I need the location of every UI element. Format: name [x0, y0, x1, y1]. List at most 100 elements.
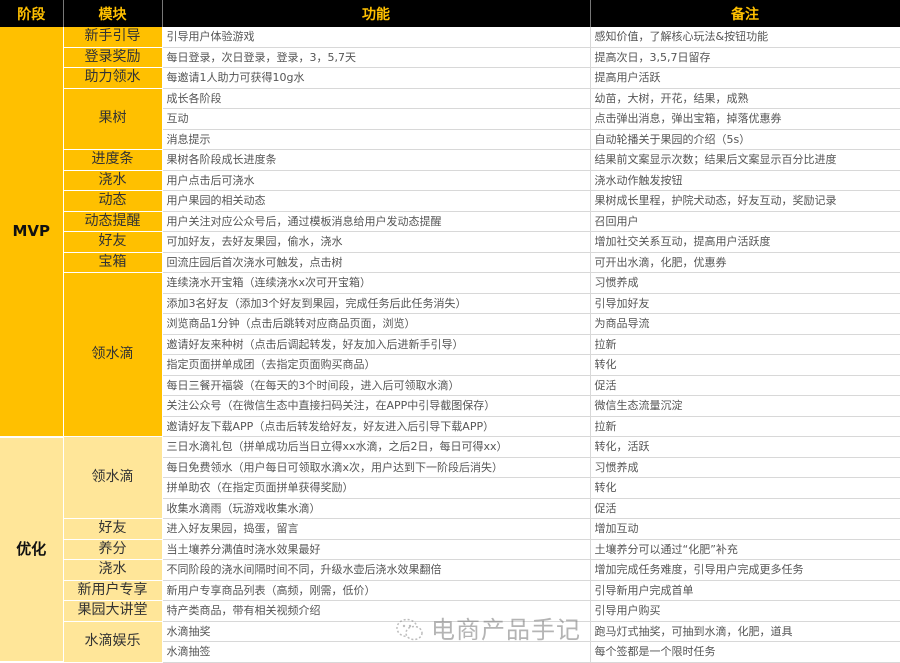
function-cell: 果树各阶段成长进度条 — [162, 149, 591, 171]
notes-cell: 转化，活跃 — [590, 436, 900, 458]
function-cell: 三日水滴礼包（拼单成功后当日立得xx水滴，之后2日，每日可得xx） — [162, 436, 591, 458]
notes-cell: 转化 — [590, 477, 900, 499]
table-row: 好友 进入好友果园，捣蛋，留言 增加互动 — [0, 518, 900, 540]
function-cell: 收集水滴雨（玩游戏收集水滴） — [162, 498, 591, 519]
header-stage: 阶段 — [0, 0, 64, 27]
function-cell: 成长各阶段 — [162, 88, 591, 109]
table-row: 每日三餐开福袋（在每天的3个时间段，进入后可领取水滴） 促活 — [0, 375, 900, 396]
function-cell: 引导用户体验游戏 — [162, 27, 591, 48]
notes-cell: 习惯养成 — [590, 272, 900, 294]
notes-cell: 习惯养成 — [590, 457, 900, 478]
module-cell: 果园大讲堂 — [63, 600, 163, 622]
function-cell: 特产类商品，带有相关视频介绍 — [162, 600, 591, 622]
table-row: 进度条 果树各阶段成长进度条 结果前文案显示次数；结果后文案显示百分比进度 — [0, 149, 900, 171]
table-row: 消息提示 自动轮播关于果园的介绍（5s） — [0, 129, 900, 150]
module-cell: 新手引导 — [63, 27, 163, 48]
notes-cell: 提高用户活跃 — [590, 67, 900, 89]
module-cell: 浇水 — [63, 559, 163, 581]
table-row: 浏览商品1分钟（点击后跳转对应商品页面，浏览） 为商品导流 — [0, 313, 900, 335]
function-cell: 邀请好友下载APP（点击后转发给好友，好友进入后引导下载APP） — [162, 416, 591, 437]
module-cell: 进度条 — [63, 149, 163, 171]
notes-cell: 促活 — [590, 375, 900, 396]
notes-cell: 感知价值，了解核心玩法&按钮功能 — [590, 27, 900, 48]
function-cell: 回流庄园后首次浇水可触发，点击树 — [162, 252, 591, 273]
function-cell: 每日三餐开福袋（在每天的3个时间段，进入后可领取水滴） — [162, 375, 591, 396]
notes-cell: 拉新 — [590, 334, 900, 355]
function-cell: 拼单助农（在指定页面拼单获得奖励） — [162, 477, 591, 499]
notes-cell: 引导加好友 — [590, 293, 900, 314]
notes-cell: 增加社交关系互动，提高用户活跃度 — [590, 231, 900, 253]
notes-cell: 土壤养分可以通过“化肥”补充 — [590, 539, 900, 560]
table-row: 邀请好友下载APP（点击后转发给好友，好友进入后引导下载APP） 拉新 — [0, 416, 900, 437]
module-cell: 领水滴 — [63, 436, 163, 519]
header-function: 功能 — [162, 0, 591, 27]
notes-cell: 转化 — [590, 354, 900, 376]
module-cell: 领水滴 — [63, 272, 163, 437]
function-cell: 连续浇水开宝箱（连续浇水x次可开宝箱） — [162, 272, 591, 294]
function-cell: 不同阶段的浇水间隔时间不同，升级水壶后浇水效果翻倍 — [162, 559, 591, 581]
notes-cell: 浇水动作触发按钮 — [590, 170, 900, 191]
table-row: 果树 成长各阶段 幼苗，大树，开花，结果，成熟 — [0, 88, 900, 150]
module-cell: 助力领水 — [63, 67, 163, 89]
header-module: 模块 — [63, 0, 163, 27]
function-cell: 进入好友果园，捣蛋，留言 — [162, 518, 591, 540]
function-cell: 互动 — [162, 108, 591, 130]
function-cell: 可加好友，去好友果园，偷水，浇水 — [162, 231, 591, 253]
function-cell: 添加3名好友（添加3个好友到果园，完成任务后此任务消失） — [162, 293, 591, 314]
notes-cell: 促活 — [590, 498, 900, 519]
notes-cell: 幼苗，大树，开花，结果，成熟 — [590, 88, 900, 109]
function-cell: 每日免费领水（用户每日可领取水滴x次，用户达到下一阶段后消失） — [162, 457, 591, 478]
notes-cell: 果树成长里程，护院犬动态，好友互动，奖励记录 — [590, 190, 900, 212]
table-row: 浇水 不同阶段的浇水间隔时间不同，升级水壶后浇水效果翻倍 增加完成任务难度，引导用户… — [0, 559, 900, 581]
function-cell: 新用户专享商品列表（高频，刚需，低价） — [162, 580, 591, 601]
table-row: 动态提醒 用户关注对应公众号后，通过模板消息给用户发动态提醒 召回用户 — [0, 211, 900, 232]
notes-cell: 引导新用户完成首单 — [590, 580, 900, 601]
table-row: 动态 用户果园的相关动态 果树成长里程，护院犬动态，好友互动，奖励记录 — [0, 190, 900, 212]
notes-cell: 点击弹出消息，弹出宝箱，掉落优惠券 — [590, 108, 900, 130]
table-row: 新用户专享 新用户专享商品列表（高频，刚需，低价） 引导新用户完成首单 — [0, 580, 900, 601]
header-row: 阶段 模块 功能 备注 — [0, 0, 900, 27]
notes-cell: 微信生态流量沉淀 — [590, 395, 900, 417]
header-notes: 备注 — [590, 0, 900, 27]
function-cell: 关注公众号（在微信生态中直接扫码关注，在APP中引导截图保存） — [162, 395, 591, 417]
notes-cell: 每个签都是一个限时任务 — [590, 641, 900, 663]
module-cell: 水滴娱乐 — [63, 621, 163, 663]
table-row: 关注公众号（在微信生态中直接扫码关注，在APP中引导截图保存） 微信生态流量沉淀 — [0, 395, 900, 417]
table-row: 每日免费领水（用户每日可领取水滴x次，用户达到下一阶段后消失） 习惯养成 — [0, 457, 900, 478]
function-cell: 浏览商品1分钟（点击后跳转对应商品页面，浏览） — [162, 313, 591, 335]
table-row: 指定页面拼单成团（去指定页面购买商品） 转化 — [0, 354, 900, 376]
module-cell: 养分 — [63, 539, 163, 560]
table-row: 水滴娱乐 水滴抽奖 跑马灯式抽奖，可抽到水滴，化肥，道具 — [0, 621, 900, 663]
function-cell: 每邀请1人助力可获得10g水 — [162, 67, 591, 89]
notes-cell: 拉新 — [590, 416, 900, 437]
module-cell: 新用户专享 — [63, 580, 163, 601]
function-cell: 每日登录，次日登录，登录，3，5,7天 — [162, 47, 591, 68]
function-cell: 用户关注对应公众号后，通过模板消息给用户发动态提醒 — [162, 211, 591, 232]
notes-cell: 引导用户购买 — [590, 600, 900, 622]
table-row: 宝箱 回流庄园后首次浇水可触发，点击树 可开出水滴，化肥，优惠券 — [0, 252, 900, 273]
table-row: 优化 领水滴 三日水滴礼包（拼单成功后当日立得xx水滴，之后2日，每日可得xx） 转化… — [0, 436, 900, 663]
table-row: MVP 新手引导 引导用户体验游戏 感知价值，了解核心玩法&按钮功能 — [0, 27, 900, 438]
table-row: 互动 点击弹出消息，弹出宝箱，掉落优惠券 — [0, 108, 900, 130]
table-row: 浇水 用户点击后可浇水 浇水动作触发按钮 — [0, 170, 900, 191]
stage-cell: 优化 — [0, 436, 64, 663]
table-row: 果园大讲堂 特产类商品，带有相关视频介绍 引导用户购买 — [0, 600, 900, 622]
notes-cell: 召回用户 — [590, 211, 900, 232]
module-cell: 好友 — [63, 231, 163, 253]
function-cell: 水滴抽奖 — [162, 621, 591, 642]
module-cell: 好友 — [63, 518, 163, 540]
table-row: 助力领水 每邀请1人助力可获得10g水 提高用户活跃 — [0, 67, 900, 89]
notes-cell: 增加互动 — [590, 518, 900, 540]
table-body: MVP 新手引导 引导用户体验游戏 感知价值，了解核心玩法&按钮功能 登录奖励 每日登录，… — [0, 27, 900, 663]
module-cell: 果树 — [63, 88, 163, 150]
notes-cell: 自动轮播关于果园的介绍（5s） — [590, 129, 900, 150]
notes-cell: 为商品导流 — [590, 313, 900, 335]
table-row: 好友 可加好友，去好友果园，偷水，浇水 增加社交关系互动，提高用户活跃度 — [0, 231, 900, 253]
notes-cell: 结果前文案显示次数；结果后文案显示百分比进度 — [590, 149, 900, 171]
function-cell: 水滴抽签 — [162, 641, 591, 663]
table-row: 收集水滴雨（玩游戏收集水滴） 促活 — [0, 498, 900, 519]
notes-cell: 提高次日，3,5,7日留存 — [590, 47, 900, 68]
module-cell: 动态 — [63, 190, 163, 212]
notes-cell: 跑马灯式抽奖，可抽到水滴，化肥，道具 — [590, 621, 900, 642]
stage-cell: MVP — [0, 27, 64, 438]
